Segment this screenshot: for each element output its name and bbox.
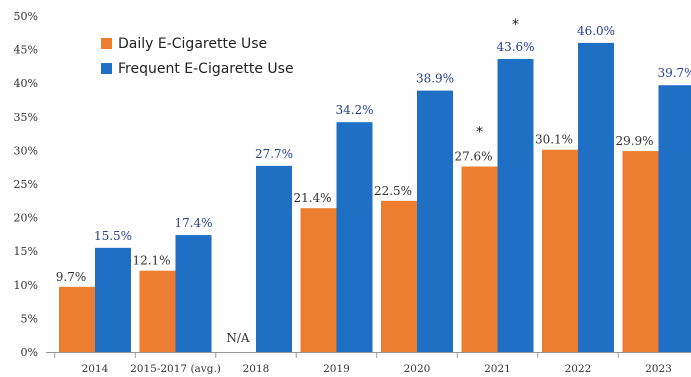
y-tick-label: 5% [21,312,38,325]
data-label-frequent: 15.5% [94,229,132,243]
bar-frequent [175,235,212,352]
bar-daily [59,286,95,352]
x-tick-label: 2018 [243,363,270,375]
bar-daily [300,208,337,352]
bar-daily [461,166,498,352]
data-label-daily: 27.6% [454,150,492,164]
y-tick-label: 25% [14,178,38,191]
bar-daily [542,149,578,352]
bar-frequent [95,247,131,352]
data-label-daily: 21.4% [293,191,331,205]
y-tick-label: 30% [14,144,38,157]
bar-frequent [336,122,373,353]
y-tick-label: 15% [14,245,38,258]
bar-daily [381,200,417,352]
x-tick-label: 2021 [484,363,511,375]
data-label-frequent: 43.6% [496,40,534,54]
data-label-frequent: 34.2% [335,103,373,117]
bar-frequent [658,85,691,352]
y-tick-label: 50% [14,10,38,23]
data-label-daily: 30.1% [535,133,573,147]
bar-frequent [497,59,534,353]
data-label-frequent: 39.7% [657,66,691,80]
x-tick-label: 2020 [404,363,431,375]
bar-frequent [256,165,292,352]
annotation-asterisk: * [476,125,483,141]
bar-frequent [417,90,453,352]
data-label-daily: 22.5% [374,184,412,198]
legend-label: Frequent E-Cigarette Use [118,61,294,77]
annotation-asterisk: * [512,17,519,33]
data-label-daily: 29.9% [615,134,653,148]
axes: 0% 5% 10% 15% 20% 25% 30% 35% 40% 45% 50% 2014 2015-… [14,10,691,375]
data-label-daily: N/A [226,331,250,345]
x-tick-label: 2015-2017 (avg.) [130,363,221,375]
y-tick-label: 20% [14,212,38,225]
data-label-frequent: 46.0% [577,24,615,38]
legend-label: Daily E-Cigarette Use [118,36,267,52]
y-tick-label: 35% [14,111,38,124]
data-label-frequent: 17.4% [174,216,212,230]
legend-swatch [101,63,112,74]
data-labels: 9.7% 15.5%12.1% 17.4% N/A 27.7% 21.4% 34.2% 22.… [56,17,691,345]
legend-swatch [101,38,112,49]
x-tick-label: 2023 [645,363,672,375]
legend: Daily E-Cigarette Use Frequent E-Cigarett… [101,36,294,77]
x-tick-label: 2022 [565,363,592,375]
bar-frequent [578,42,614,352]
bars [59,42,691,353]
data-label-frequent: 38.9% [416,72,454,86]
y-tick-label: 10% [14,279,38,292]
data-label-frequent: 27.7% [255,147,293,161]
y-tick-label: 40% [14,77,38,90]
y-tick-label: 0% [21,346,38,359]
x-tick-label: 2014 [82,363,109,375]
bar-daily [139,270,176,352]
data-label-daily: 9.7% [56,270,87,284]
x-tick-label: 2019 [323,363,350,375]
y-tick-label: 45% [14,44,38,57]
data-label-daily: 12.1% [132,254,170,268]
bar-daily [622,151,659,352]
